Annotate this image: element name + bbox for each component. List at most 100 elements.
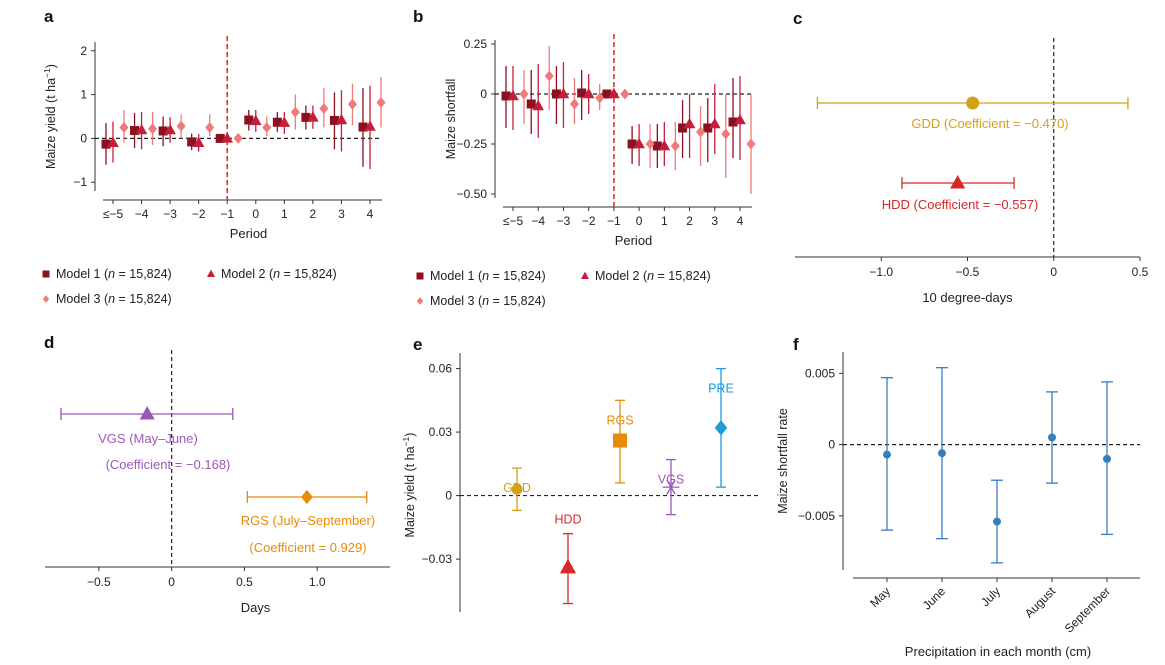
x-tick-label: 0.5 [1132, 265, 1149, 279]
data-point [950, 174, 966, 189]
data-point [1103, 454, 1111, 463]
data-point [557, 87, 570, 99]
panel-e: −0.03 0 0.03 0.06 Maize yield (t ha−1) GDD HDD… [401, 353, 760, 612]
x-axis-label: Precipitation in each month (cm) [905, 644, 1091, 659]
data-point [938, 449, 946, 458]
x-tick-label: May [867, 584, 893, 610]
x-tick-label: 0 [636, 214, 643, 228]
data-point [507, 89, 519, 101]
data-point [519, 88, 529, 100]
coefficient-note: (Coefficient = −0.168) [106, 457, 231, 472]
x-tick-label: −4 [531, 214, 545, 228]
legend-marker [580, 271, 590, 279]
data-point [319, 103, 329, 115]
y-tick-label: −0.03 [422, 552, 453, 566]
panel-letter-a: a [44, 7, 54, 26]
y-tick-label: 0.25 [464, 37, 488, 51]
x-tick-label: ≤−5 [503, 214, 524, 228]
coefficient-label: VGS (May–June) [98, 431, 198, 446]
data-point [645, 138, 655, 150]
coefficient-gdd: GDD [503, 467, 531, 512]
coefficient-label: GDD (Coefficient = −0.470) [911, 116, 1068, 131]
x-tick-label: −0.5 [956, 265, 980, 279]
data-point [602, 89, 612, 99]
y-axis-label: Maize shortfall [444, 79, 458, 160]
x-axis-label: 10 degree-days [922, 290, 1013, 305]
x-tick-label: 0 [252, 207, 259, 221]
series-model-3 [119, 77, 386, 145]
legend-n-symbol: n [647, 269, 654, 283]
y-tick-label: −0.25 [457, 137, 488, 151]
x-tick-label: ≤−5 [103, 207, 124, 221]
data-point [101, 139, 111, 149]
x-tick-label: June [920, 584, 949, 613]
legend-entry: Model 1 (n = 15,824) [430, 269, 546, 283]
series-model-3 [519, 46, 756, 194]
y-tick-label: 0 [445, 489, 452, 503]
legend-marker [416, 272, 424, 280]
data-point [582, 87, 595, 99]
data-point [551, 89, 561, 99]
coefficient-1: GDD (Coefficient = −0.470) [816, 96, 1129, 131]
x-tick-label: 3 [338, 207, 345, 221]
legend-marker [42, 295, 50, 303]
data-point [883, 450, 891, 459]
data-point [1048, 433, 1056, 442]
x-tick-label: −1 [220, 207, 234, 221]
panel-letter-b: b [413, 7, 423, 26]
x-tick-label: 1 [661, 214, 668, 228]
data-point [608, 87, 620, 99]
coefficient-hdd: HDD [554, 513, 582, 605]
data-point [728, 117, 738, 127]
data-point [130, 126, 140, 136]
y-tick-label: 1 [80, 88, 87, 102]
data-point [613, 433, 627, 448]
data-point [307, 111, 319, 122]
legend-entry: Model 3 (n = 15,824) [430, 294, 546, 308]
coefficient-1: VGS (May–June) (Coefficient = −0.168) [60, 405, 234, 472]
legend-entry: Model 2 (n = 15,824) [221, 267, 337, 281]
coefficient-vgs: VGS [658, 458, 684, 516]
panel-letter-f: f [793, 335, 799, 354]
legend-marker [416, 297, 424, 305]
data-point [364, 120, 376, 131]
data-point [347, 98, 357, 110]
y-tick-label: 0 [828, 438, 835, 452]
coefficient-label: HDD [554, 513, 581, 527]
data-point [272, 117, 282, 127]
y-tick-label: −1 [73, 175, 87, 189]
data-point [966, 96, 980, 110]
legend: Model 1 (n = 15,824) Model 2 (n = 15,824)… [416, 269, 711, 308]
legend-n-symbol: n [482, 294, 489, 308]
x-tick-label: 0.5 [236, 575, 253, 589]
x-tick-label: 0 [1050, 265, 1057, 279]
panel-b: −0.50 −0.25 0 0.25 ≤−5 −4 −3 −2 −1 0 1 2 3 4 Period Mai… [416, 34, 756, 308]
data-point [993, 517, 1001, 526]
coefficient-label: RGS (July–September) [241, 513, 375, 528]
data-point [532, 99, 545, 111]
y-axis-label-superscript: −1 [42, 68, 52, 78]
y-tick-label: 0.005 [805, 366, 835, 380]
data-point [501, 91, 511, 101]
y-tick-label: 0.03 [429, 425, 453, 439]
legend-n-symbol: n [108, 292, 115, 306]
data-point [107, 136, 119, 147]
data-point [148, 123, 158, 135]
data-point [569, 98, 579, 110]
data-point [329, 115, 339, 125]
series-model-1 [501, 66, 738, 168]
data-point [683, 117, 696, 129]
coefficient-note: (Coefficient = 0.929) [249, 540, 366, 555]
data-point [658, 139, 671, 151]
data-point [627, 139, 637, 149]
x-tick-label: 2 [310, 207, 317, 221]
data-point [244, 115, 254, 125]
x-axis-label: Days [241, 600, 271, 615]
data-point [135, 123, 148, 135]
x-tick-label: −1 [607, 214, 621, 228]
data-point [139, 405, 155, 420]
series-model-2 [507, 62, 746, 166]
legend-n-symbol: n [273, 267, 280, 281]
data-point [233, 132, 243, 144]
